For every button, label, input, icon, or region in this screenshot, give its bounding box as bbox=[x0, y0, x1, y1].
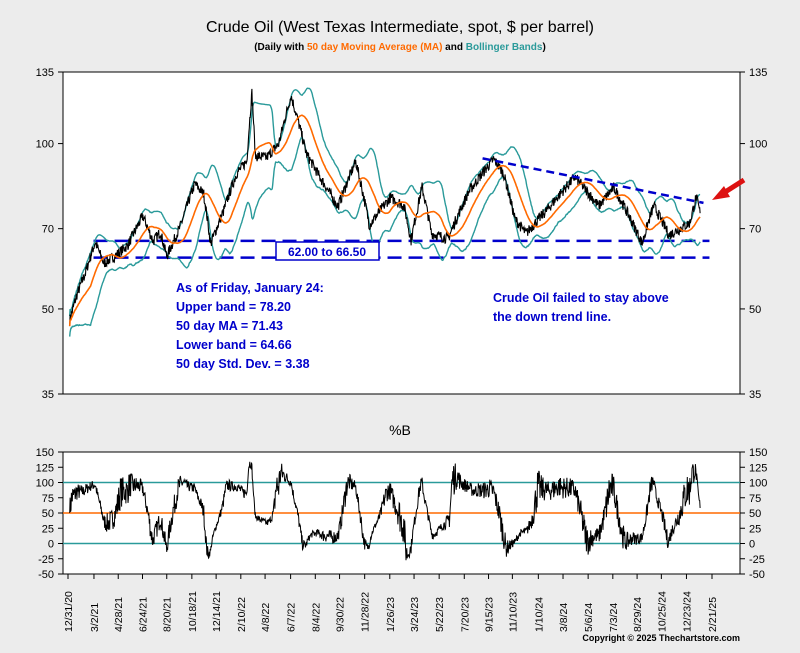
ma-line bbox=[68, 114, 701, 327]
price-tick-label-right: 35 bbox=[749, 389, 761, 401]
pctb-tick-label-right: 100 bbox=[749, 478, 767, 490]
price-axes: 35 35 50 50 70 70 100 100 135 135 bbox=[36, 67, 768, 401]
pctb-tick-label-right: 0 bbox=[749, 539, 755, 551]
x-axis: 12/31/20 3/2/21 4/28/21 6/24/21 8/20/21 10/18… bbox=[63, 574, 719, 632]
price-tick-label-right: 50 bbox=[749, 304, 761, 316]
x-tick-label: 8/29/24 bbox=[632, 597, 644, 632]
pctb-tick-label-right: 25 bbox=[749, 523, 761, 535]
x-tick-label: 2/21/25 bbox=[707, 597, 719, 632]
x-tick-label: 9/15/23 bbox=[484, 597, 496, 632]
info-line-date: As of Friday, January 24: bbox=[176, 281, 324, 295]
pctb-tick-label-left: 25 bbox=[42, 523, 54, 535]
x-tick-label: 3/24/23 bbox=[409, 597, 421, 632]
x-tick-label: 6/24/21 bbox=[137, 597, 149, 632]
pctb-tick-label-right: 150 bbox=[749, 447, 767, 459]
x-tick-label: 3/8/24 bbox=[558, 603, 570, 632]
pctb-tick-label-left: 150 bbox=[36, 447, 54, 459]
pctb-tick-label-left: -25 bbox=[38, 554, 54, 566]
x-tick-label: 8/20/21 bbox=[162, 597, 174, 632]
x-tick-label: 10/25/24 bbox=[656, 591, 668, 632]
x-tick-label: 11/10/23 bbox=[507, 592, 519, 632]
copyright: Copyright © 2025 Thechartstore.com bbox=[582, 633, 740, 643]
price-tick-label-left: 100 bbox=[36, 139, 54, 151]
price-plot bbox=[68, 87, 710, 337]
price-tick-label-right: 135 bbox=[749, 67, 767, 79]
pctb-tick-label-left: -50 bbox=[38, 569, 54, 581]
x-tick-label: 7/3/24 bbox=[608, 603, 620, 632]
info-line-stddev: 50 day Std. Dev. = 3.38 bbox=[176, 357, 310, 371]
x-tick-label: 12/14/21 bbox=[211, 591, 223, 632]
x-tick-label: 4/28/21 bbox=[113, 597, 125, 632]
pctb-plot bbox=[63, 461, 740, 561]
pctb-tick-label-right: 50 bbox=[749, 508, 761, 520]
subtitle-mid: and bbox=[442, 42, 465, 53]
subtitle-bb: Bollinger Bands bbox=[466, 42, 543, 53]
price-tick-label-right: 70 bbox=[749, 224, 761, 236]
down-trend-line bbox=[482, 157, 704, 205]
x-tick-label: 12/23/24 bbox=[681, 591, 693, 632]
info-box bbox=[169, 276, 353, 378]
price-tick-label-left: 135 bbox=[36, 67, 54, 79]
x-tick-label: 3/2/21 bbox=[89, 603, 101, 632]
pctb-tick-label-right: -25 bbox=[749, 554, 765, 566]
x-tick-label: 12/31/20 bbox=[63, 591, 75, 632]
price-tick-label-left: 50 bbox=[42, 304, 54, 316]
x-tick-label: 6/7/22 bbox=[286, 603, 298, 632]
pctb-tick-label-left: 125 bbox=[36, 462, 54, 474]
trend-note-line1: Crude Oil failed to stay above bbox=[493, 291, 669, 305]
subtitle-suffix: ) bbox=[542, 42, 545, 53]
info-line-upper: Upper band = 78.20 bbox=[176, 300, 291, 314]
x-tick-label: 5/6/24 bbox=[583, 603, 595, 632]
pctb-tick-label-right: 125 bbox=[749, 462, 767, 474]
pctb-tick-label-right: -50 bbox=[749, 569, 765, 581]
x-tick-label: 4/8/22 bbox=[260, 603, 272, 632]
range-label: 62.00 to 66.50 bbox=[288, 245, 366, 259]
upper-band-line bbox=[69, 87, 701, 317]
x-tick-label: 10/18/21 bbox=[187, 591, 199, 632]
chart-title: Crude Oil (West Texas Intermediate, spot… bbox=[206, 19, 594, 36]
x-tick-label: 9/30/22 bbox=[335, 597, 347, 632]
price-tick-label-left: 35 bbox=[42, 389, 54, 401]
trend-note-line2: the down trend line. bbox=[493, 310, 611, 324]
x-tick-label: 1/10/24 bbox=[533, 597, 545, 632]
pctb-tick-label-left: 100 bbox=[36, 478, 54, 490]
pctb-axes: -50 -50 -25 -25 0 0 25 25 50 50 75 75 100 100 125 125 15… bbox=[36, 447, 768, 581]
pctb-tick-label-left: 50 bbox=[42, 508, 54, 520]
range-label-box bbox=[275, 241, 380, 261]
chart-subtitle: (Daily with 50 day Moving Average (MA) a… bbox=[254, 42, 546, 53]
info-line-ma: 50 day MA = 71.43 bbox=[176, 319, 283, 333]
x-tick-label: 8/4/22 bbox=[310, 603, 322, 632]
red-arrow-icon bbox=[712, 177, 746, 200]
pctb-tick-label-left: 0 bbox=[48, 539, 54, 551]
info-box-text: As of Friday, January 24: Upper band = 7… bbox=[176, 281, 324, 371]
pctb-line bbox=[69, 461, 701, 561]
subtitle-ma: 50 day Moving Average (MA) bbox=[307, 42, 442, 53]
x-tick-label: 1/26/23 bbox=[385, 597, 397, 632]
x-tick-label: 2/10/22 bbox=[236, 597, 248, 632]
x-tick-label: 7/20/23 bbox=[459, 597, 471, 632]
pctb-title: %B bbox=[389, 422, 411, 438]
info-line-lower: Lower band = 64.66 bbox=[176, 338, 292, 352]
x-tick-label: 11/28/22 bbox=[360, 592, 372, 632]
subtitle-prefix: (Daily with bbox=[254, 42, 307, 53]
price-line bbox=[69, 88, 701, 327]
price-tick-label-left: 70 bbox=[42, 224, 54, 236]
price-tick-label-right: 100 bbox=[749, 139, 767, 151]
pctb-tick-label-right: 75 bbox=[749, 493, 761, 505]
lower-band-line bbox=[69, 135, 701, 337]
pctb-tick-label-left: 75 bbox=[42, 493, 54, 505]
x-tick-label: 5/22/23 bbox=[434, 597, 446, 632]
